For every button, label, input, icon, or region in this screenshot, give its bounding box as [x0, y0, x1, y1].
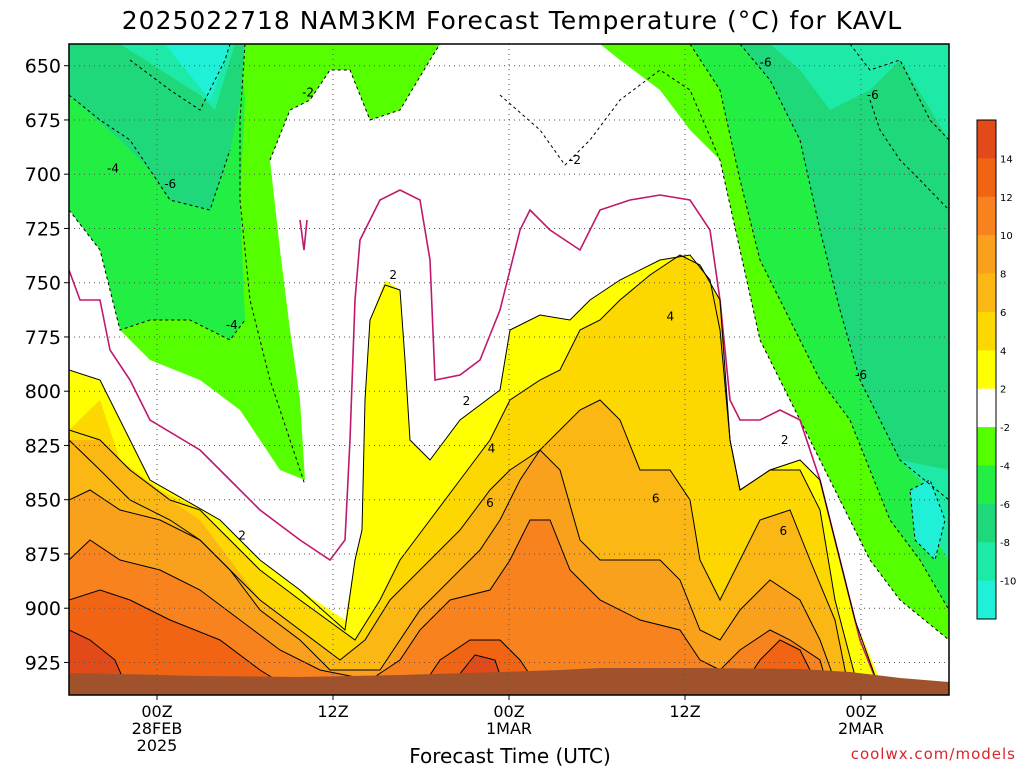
x-axis-title: Forecast Time (UTC) — [409, 744, 611, 768]
x-tick-label: 12Z — [317, 702, 348, 721]
colorbar-swatch — [977, 311, 996, 351]
contour-label: -6 — [855, 368, 867, 382]
colorbar-swatch — [977, 196, 996, 236]
contour-label: 2 — [781, 433, 789, 447]
contour-minus6-right — [739, 44, 949, 501]
contour-8 — [69, 449, 841, 695]
x-tick-label: 00Z — [141, 702, 172, 721]
x-tick-label: 2025 — [137, 736, 178, 755]
colorbar-label: 2 — [1000, 385, 1006, 396]
x-tick-label: 00Z — [845, 702, 876, 721]
y-tick-label: 925 — [25, 652, 61, 674]
fill-minus6-right — [740, 44, 949, 500]
y-tick-label: 750 — [25, 273, 61, 295]
fill-10-to-12 — [69, 520, 830, 695]
contour-label: -2 — [569, 153, 581, 167]
colorbar-label: 8 — [1000, 270, 1006, 281]
colorbar-swatch — [977, 503, 996, 543]
freezing-contour-small — [299, 219, 308, 251]
grid-lines — [69, 44, 949, 695]
terrain — [69, 668, 949, 695]
contour-minus4-left — [69, 209, 246, 341]
contour-label: -4 — [107, 162, 119, 176]
contour-label: 2 — [389, 268, 397, 282]
chart-title: 2025022718 NAM3KM Forecast Temperature (… — [121, 6, 903, 35]
y-tick-label: 700 — [25, 164, 61, 186]
credit-link[interactable]: coolwx.com/models — [850, 745, 1016, 763]
colorbar-label: 14 — [1000, 154, 1013, 165]
colorbar-swatch — [977, 158, 996, 198]
colorbar-label: 6 — [1000, 308, 1006, 319]
contour-label: 4 — [667, 309, 675, 323]
colorbar: 14 12 10 8 6 4 2 -2 -4 -6 -8 -10 — [976, 119, 1016, 620]
x-tick-label: 28FEB — [132, 719, 183, 738]
colorbar-label: -10 — [1000, 577, 1016, 588]
colorbar-swatch — [977, 120, 996, 159]
contour-label: 2 — [238, 528, 246, 542]
contour-label: 6 — [779, 524, 787, 538]
colorbar-label: 10 — [1000, 231, 1013, 242]
y-tick-label: 650 — [25, 56, 61, 78]
contour-label: -6 — [164, 177, 176, 191]
y-tick-label: 825 — [25, 435, 61, 457]
contour-minus2-top — [269, 44, 441, 161]
contour-label: 4 — [488, 442, 496, 456]
y-tick-label: 675 — [25, 110, 61, 132]
colorbar-swatch — [977, 427, 996, 466]
colorbar-swatch — [977, 465, 996, 505]
y-tick-label: 800 — [25, 381, 61, 403]
x-tick-label: 00Z — [493, 702, 524, 721]
contour-minus8-right — [909, 479, 946, 561]
colorbar-swatch — [977, 388, 996, 428]
contour-label: 6 — [486, 496, 494, 510]
fill-12-to-14 — [69, 590, 815, 695]
colorbar-swatch — [977, 273, 996, 313]
contour-label: -6 — [760, 55, 772, 69]
contour-labels: -2 -2 -4 -6 -4 -6 -6 -6 2 2 4 6 4 6 2 6 2 — [107, 55, 879, 542]
contour-minus6-right-top — [869, 99, 949, 211]
contour-minus8-top — [849, 44, 949, 141]
contour-label: 2 — [463, 394, 471, 408]
colorbar-swatch — [977, 350, 996, 390]
contour-minus6-upper — [129, 44, 231, 111]
y-tick-label: 850 — [25, 490, 61, 512]
contour-minus2-left — [239, 44, 306, 486]
colorbar-label: -2 — [1000, 423, 1010, 434]
y-tick-label: 900 — [25, 598, 61, 620]
negative-contours — [69, 44, 949, 641]
colorbar-swatch — [977, 580, 996, 620]
contour-label: -6 — [867, 88, 879, 102]
y-axis: 650 675 700 725 750 775 800 825 850 875 900 925 — [25, 56, 69, 674]
fill-minus10-right — [910, 480, 945, 560]
fill-minus10-left — [165, 44, 230, 100]
contour-4 — [69, 254, 861, 695]
colorbar-frame — [976, 119, 997, 620]
y-tick-label: 875 — [25, 544, 61, 566]
colorbar-swatch — [977, 235, 996, 275]
y-tick-label: 725 — [25, 218, 61, 240]
contour-label: -4 — [226, 318, 238, 332]
colorbar-label: -8 — [1000, 538, 1010, 549]
colorbar-label: -4 — [1000, 461, 1010, 472]
x-tick-label: 1MAR — [486, 719, 532, 738]
contour-label: 6 — [652, 492, 660, 506]
freezing-contour — [69, 189, 881, 691]
colorbar-label: 12 — [1000, 193, 1013, 204]
colorbar-swatch — [977, 542, 996, 582]
plot-area — [69, 44, 949, 695]
x-tick-label: 2MAR — [838, 719, 884, 738]
colorbar-label: 4 — [1000, 346, 1006, 357]
x-tick-label: 12Z — [669, 702, 700, 721]
contour-minus4-right — [689, 44, 949, 611]
contour-10 — [69, 519, 831, 695]
contour-label: -2 — [302, 86, 314, 100]
colorbar-label: -6 — [1000, 500, 1010, 511]
contour-minus2-mid — [499, 69, 949, 641]
y-tick-label: 775 — [25, 327, 61, 349]
